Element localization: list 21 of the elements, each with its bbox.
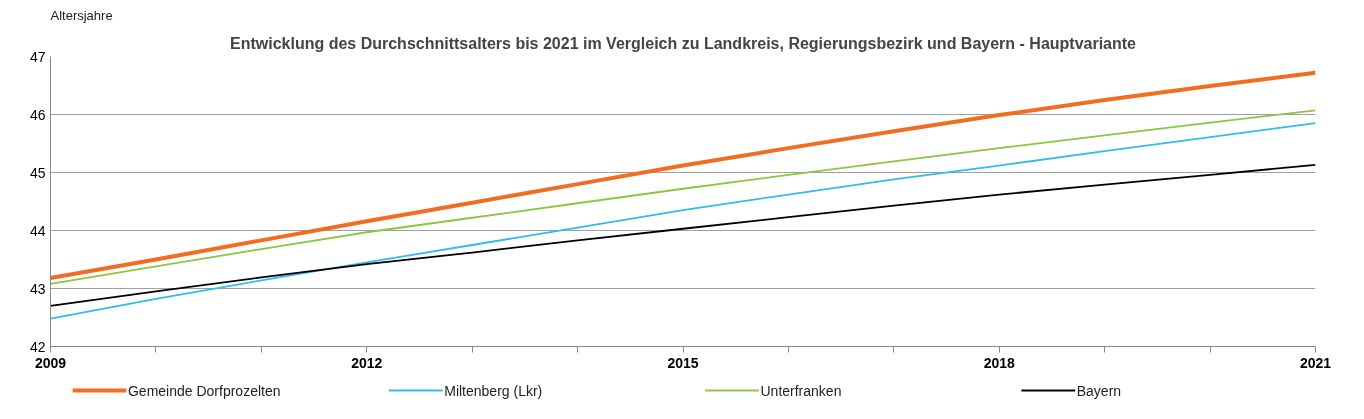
line-series (50, 122, 1316, 320)
y-axis-title: Altersjahre (50, 7, 113, 23)
y-tick-label: 44 (29, 222, 46, 239)
x-tick-label: 2009 (34, 354, 67, 371)
legend-label: Bayern (1076, 382, 1122, 399)
line-series (50, 109, 1316, 285)
line-series (50, 164, 1316, 307)
x-tick-label: 2015 (667, 354, 699, 371)
line-series (50, 70, 1316, 281)
y-tick-label: 42 (29, 338, 46, 355)
legend-label: Unterfranken (760, 382, 842, 399)
y-tick-label: 46 (29, 106, 46, 123)
legend-label: Gemeinde Dorfprozelten (127, 382, 281, 399)
legend-label: Miltenberg (Lkr) (444, 382, 543, 399)
y-tick-label: 43 (29, 280, 46, 297)
x-tick-label: 2021 (1299, 354, 1332, 371)
x-tick-label: 2012 (351, 354, 383, 371)
x-tick-label: 2018 (983, 354, 1016, 371)
y-tick-label: 45 (29, 164, 46, 181)
chart-title: Entwicklung des Durchschnittsalters bis 2021 im Vergleich zu Landkreis, Regierungsbezirk und Bayern - Hauptvariante (229, 34, 1137, 52)
y-tick-label: 47 (29, 48, 46, 65)
